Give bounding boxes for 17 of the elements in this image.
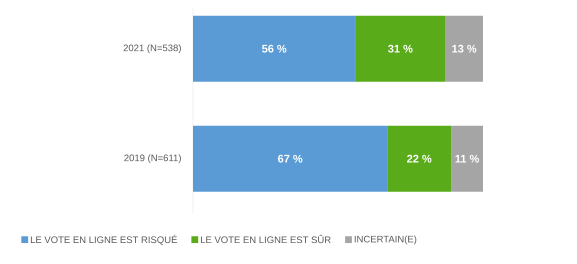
data-label: 11 % <box>456 154 479 163</box>
data-label: 56 % <box>262 44 286 53</box>
bar <box>387 126 452 192</box>
legend-label: LE VOTE EN LIGNE EST RISQUÉ <box>30 234 177 245</box>
bar <box>451 126 484 192</box>
y-tick-label: 2019 (N=611) <box>124 154 181 164</box>
data-label: 67 % <box>278 154 302 163</box>
bar <box>193 126 388 192</box>
bar <box>355 16 446 82</box>
legend-label: INCERTAIN(E) <box>354 235 416 244</box>
data-label: 31 % <box>388 44 413 53</box>
legend-label: LE VOTE EN LIGNE EST SÛR <box>200 234 331 244</box>
bar <box>193 16 356 82</box>
bar <box>445 16 484 82</box>
data-label: 13 % <box>452 44 476 53</box>
y-tick-label: 2021 (N=538) <box>124 44 181 54</box>
data-label: 22 % <box>407 154 432 163</box>
